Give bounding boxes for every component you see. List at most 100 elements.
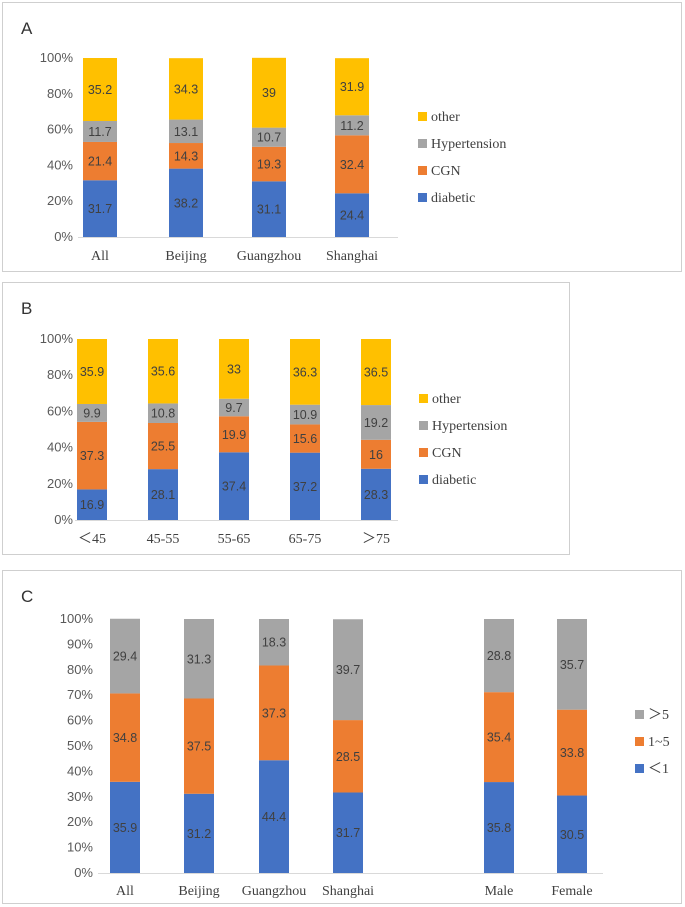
data-label: 19.2 (364, 416, 388, 430)
x-tick-label: 45-55 (147, 532, 180, 547)
data-label: 34.3 (174, 82, 198, 96)
data-label: 10.8 (151, 407, 175, 421)
y-tick-label: 60% (47, 403, 73, 418)
y-tick-label: 40% (67, 763, 93, 778)
bar-segment (219, 339, 249, 399)
data-label: 36.3 (293, 365, 317, 379)
data-label: 36.5 (364, 366, 388, 380)
legend-label: diabetic (431, 191, 475, 206)
data-label: 19.9 (222, 428, 246, 442)
chart-c: 0% 10% 20% 30% 40% 50% 60% 70% 80% 90% 100% 35.9 34.… (60, 611, 670, 899)
legend-swatch (418, 193, 427, 202)
data-label: 11.2 (340, 119, 363, 133)
bar-segment (335, 58, 369, 116)
bar-segment (83, 180, 117, 237)
panel-c: C 0% 10% 20% 30% 40% 50% 60% 70% 80% 90% 100% 35.9 3… (2, 570, 682, 904)
data-label: 34.8 (113, 731, 137, 745)
bar-segment (484, 692, 514, 783)
bar-segment (259, 760, 289, 873)
bar-segment (219, 398, 249, 417)
bar-segment (333, 619, 363, 721)
data-label: 37.2 (293, 480, 317, 494)
bar-segment (361, 339, 391, 406)
bar-segment (557, 795, 587, 873)
data-label: 9.9 (83, 406, 100, 420)
data-label: 37.5 (187, 740, 211, 754)
data-label: 35.7 (560, 658, 584, 672)
panel-a-title: A (21, 19, 33, 38)
data-label: 28.5 (336, 750, 360, 764)
legend-swatch (635, 764, 644, 773)
bar-segment (290, 424, 320, 453)
panel-b-title: B (21, 299, 33, 318)
data-label: 14.3 (174, 149, 198, 163)
x-tick-label: All (91, 249, 109, 264)
y-tick-label: 80% (47, 86, 73, 101)
bar-segment (259, 619, 289, 666)
bar-segment (484, 782, 514, 873)
data-label: 31.9 (340, 80, 364, 94)
bar-segment (77, 421, 107, 490)
bar-segment (335, 135, 369, 194)
bar-segment (77, 403, 107, 422)
bar-segment (184, 698, 214, 794)
x-tick-label: ＞75 (362, 532, 390, 547)
data-label: 31.1 (257, 203, 281, 217)
data-label: 39.7 (336, 663, 360, 677)
bar-segment (557, 709, 587, 796)
data-label: 21.4 (88, 155, 112, 169)
x-tick-label: Beijing (165, 249, 206, 264)
data-label: 38.2 (174, 196, 198, 210)
bar-segment (169, 119, 203, 144)
bar-segment (219, 416, 249, 453)
bar-segment (184, 793, 214, 873)
data-label: 33.8 (560, 746, 584, 760)
legend-label: other (432, 392, 461, 407)
bar-segment (290, 339, 320, 405)
bar-segment (77, 489, 107, 520)
y-tick-label: 100% (60, 611, 94, 626)
legend-label: CGN (431, 164, 461, 179)
y-tick-label: 50% (67, 738, 93, 753)
data-label: 13.1 (174, 125, 198, 139)
x-tick-label: 65-75 (289, 532, 322, 547)
y-tick-label: 90% (67, 636, 93, 651)
x-tick-label: Guangzhou (242, 884, 307, 899)
data-label: 15.6 (293, 432, 317, 446)
bar-segment (77, 339, 107, 404)
data-label: 35.4 (487, 731, 511, 745)
y-tick-label: 0% (74, 865, 93, 880)
y-tick-label: 100% (40, 50, 74, 65)
bar-segment (110, 618, 140, 694)
y-tick-label: 30% (67, 789, 93, 804)
bar-segment (219, 452, 249, 520)
y-tick-label: 20% (67, 814, 93, 829)
bar-segment (252, 146, 286, 182)
legend-label: ＜1 (648, 762, 669, 777)
data-label: 10.9 (293, 408, 317, 422)
legend-swatch (635, 710, 644, 719)
data-label: 9.7 (225, 401, 242, 415)
panel-a: A 0% 20% 40% 60% 80% 100% 31.7 21.4 11.7 35.2 All 3… (2, 2, 682, 272)
bar-segment (335, 193, 369, 237)
data-label: 28.3 (364, 488, 388, 502)
bar-segment (335, 115, 369, 136)
data-label: 33 (227, 362, 241, 376)
bar-segment (252, 181, 286, 237)
y-tick-label: 60% (67, 713, 93, 728)
bar-segment (333, 792, 363, 873)
chart-b: 0% 20% 40% 60% 80% 100% 16.9 37.3 9.9 35.9 ＜45 28.1… (40, 331, 508, 547)
data-label: 10.7 (257, 131, 281, 145)
bar-segment (148, 469, 178, 520)
x-tick-label: 55-65 (218, 532, 251, 547)
bar-segment (361, 468, 391, 520)
bar-segment (252, 127, 286, 147)
legend-swatch (418, 112, 427, 121)
legend-swatch (418, 166, 427, 175)
data-label: 29.4 (113, 650, 137, 664)
data-label: 25.5 (151, 440, 175, 454)
bar-segment (557, 619, 587, 710)
data-label: 39 (262, 86, 276, 100)
x-tick-label: Shanghai (326, 249, 378, 264)
bar-segment (83, 141, 117, 181)
